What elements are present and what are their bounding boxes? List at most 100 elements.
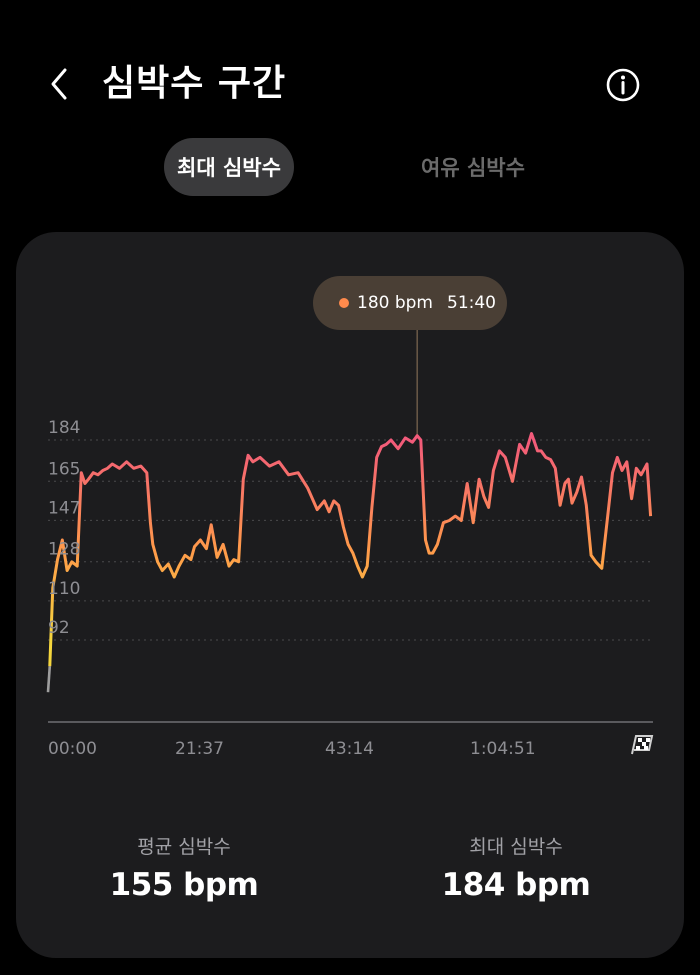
series-warmup-segment <box>46 666 52 693</box>
data-point <box>466 483 468 485</box>
data-point <box>595 561 597 563</box>
avg-heart-rate-label: 평균 심박수 <box>137 836 231 858</box>
data-point <box>525 452 527 454</box>
data-point <box>167 563 169 565</box>
data-point <box>631 498 633 500</box>
data-point <box>278 461 280 463</box>
data-point <box>84 483 86 485</box>
data-point <box>545 457 547 459</box>
data-point <box>437 544 439 546</box>
data-point <box>555 468 557 470</box>
data-point <box>152 544 154 546</box>
data-point <box>568 478 570 480</box>
data-point <box>81 472 83 474</box>
data-point <box>76 565 78 567</box>
tab-max-heart-rate[interactable]: 최대 심박수 <box>164 138 294 196</box>
data-point <box>412 441 414 443</box>
chart-card <box>16 232 684 958</box>
x-tick-label: 21:37 <box>175 739 224 759</box>
data-point <box>140 465 142 467</box>
max-heart-rate-value: 184 bpm <box>441 867 591 903</box>
data-point <box>381 446 383 448</box>
data-point <box>333 500 335 502</box>
data-point <box>252 461 254 463</box>
back-button[interactable] <box>36 60 84 108</box>
data-point <box>233 559 235 561</box>
data-point <box>157 561 159 563</box>
data-point <box>371 507 373 509</box>
data-point <box>636 468 638 470</box>
data-point <box>49 665 51 667</box>
data-point <box>420 439 422 441</box>
data-point <box>455 515 457 517</box>
data-point <box>107 468 109 470</box>
info-icon <box>606 68 640 102</box>
tooltip-bpm: 180 bpm <box>357 293 433 313</box>
data-point <box>531 433 533 435</box>
data-point <box>173 576 175 578</box>
max-heart-rate-stat: 최대 심박수 184 bpm <box>386 832 646 903</box>
tab-bar: 최대 심박수 여유 심박수 <box>0 136 700 200</box>
data-point <box>537 450 539 452</box>
y-tick-label: 92 <box>48 618 70 638</box>
data-point <box>66 570 68 572</box>
data-point <box>146 472 148 474</box>
data-point <box>190 559 192 561</box>
data-point <box>650 515 652 517</box>
data-point <box>102 470 104 472</box>
data-point <box>216 557 218 559</box>
avg-heart-rate-stat: 평균 심박수 155 bpm <box>54 832 314 903</box>
data-point <box>88 478 90 480</box>
data-point <box>362 576 364 578</box>
data-point <box>288 474 290 476</box>
data-point <box>505 457 507 459</box>
data-point <box>206 548 208 550</box>
data-point <box>472 522 474 524</box>
data-point <box>47 691 49 693</box>
data-point <box>512 481 514 483</box>
data-point <box>626 461 628 463</box>
data-point <box>97 474 99 476</box>
data-point <box>194 546 196 548</box>
data-point <box>586 504 588 506</box>
info-button[interactable] <box>600 62 646 108</box>
data-point <box>416 435 418 437</box>
tab-heart-rate-reserve[interactable]: 여유 심박수 <box>421 156 525 180</box>
data-point <box>550 459 552 461</box>
chart-tooltip: 180 bpm 51:40 <box>313 276 507 330</box>
data-point <box>621 470 623 472</box>
data-point <box>297 472 299 474</box>
data-point <box>112 463 114 465</box>
y-tick-label: 110 <box>48 579 80 599</box>
data-point <box>243 478 245 480</box>
data-point <box>366 565 368 567</box>
data-point <box>385 444 387 446</box>
data-point <box>581 476 583 478</box>
data-point <box>338 504 340 506</box>
data-point <box>576 491 578 493</box>
y-tick-label: 147 <box>48 498 80 518</box>
data-point <box>601 568 603 570</box>
data-point <box>432 552 434 554</box>
data-point <box>352 552 354 554</box>
data-point <box>428 552 430 554</box>
data-point <box>162 570 164 572</box>
data-point <box>316 509 318 511</box>
data-point <box>397 448 399 450</box>
data-point <box>607 515 609 517</box>
data-point <box>343 526 345 528</box>
data-point <box>119 468 121 470</box>
x-tick-label: 43:14 <box>325 739 374 759</box>
heart-rate-series-line <box>48 432 653 667</box>
data-point <box>259 457 261 459</box>
data-point <box>126 461 128 463</box>
x-tick-label: 00:00 <box>48 739 97 759</box>
data-point <box>519 444 521 446</box>
data-point <box>228 565 230 567</box>
data-point <box>443 522 445 524</box>
data-point <box>460 520 462 522</box>
data-point <box>571 502 573 504</box>
data-point <box>478 478 480 480</box>
data-point <box>646 463 648 465</box>
